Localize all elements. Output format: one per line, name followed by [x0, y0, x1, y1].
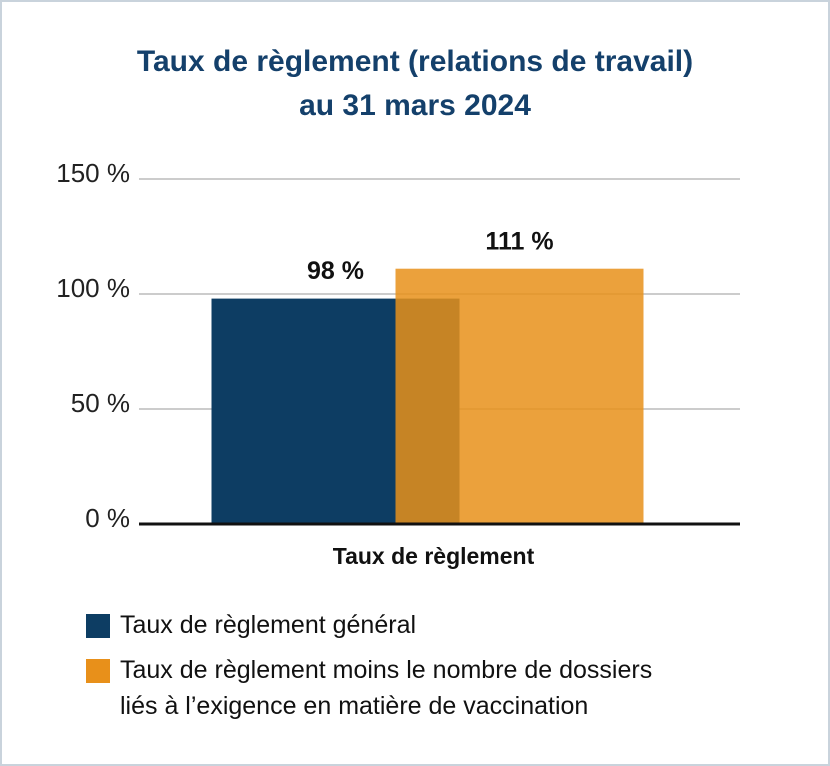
chart-title: Taux de règlement (relations de travail)…	[136, 45, 694, 122]
y-tick-label: 100 %	[56, 273, 130, 303]
value-label: 111 %	[485, 227, 553, 255]
x-tick-label: Taux de règlement	[333, 543, 535, 569]
y-tick-label: 150 %	[56, 158, 130, 188]
legend-entry: Taux de règlement général	[86, 607, 416, 643]
legend-swatch	[86, 614, 110, 638]
legend-swatch	[86, 659, 110, 683]
y-tick-label: 50 %	[71, 388, 130, 418]
y-tick-label: 0 %	[85, 503, 130, 533]
bar	[395, 268, 644, 524]
legend-entry: Taux de règlement moins le nombre de dos…	[86, 652, 652, 724]
legend-label: Taux de règlement moins le nombre de dos…	[120, 656, 653, 720]
legend-label: Taux de règlement général	[120, 611, 417, 639]
value-label: 98 %	[307, 257, 364, 285]
